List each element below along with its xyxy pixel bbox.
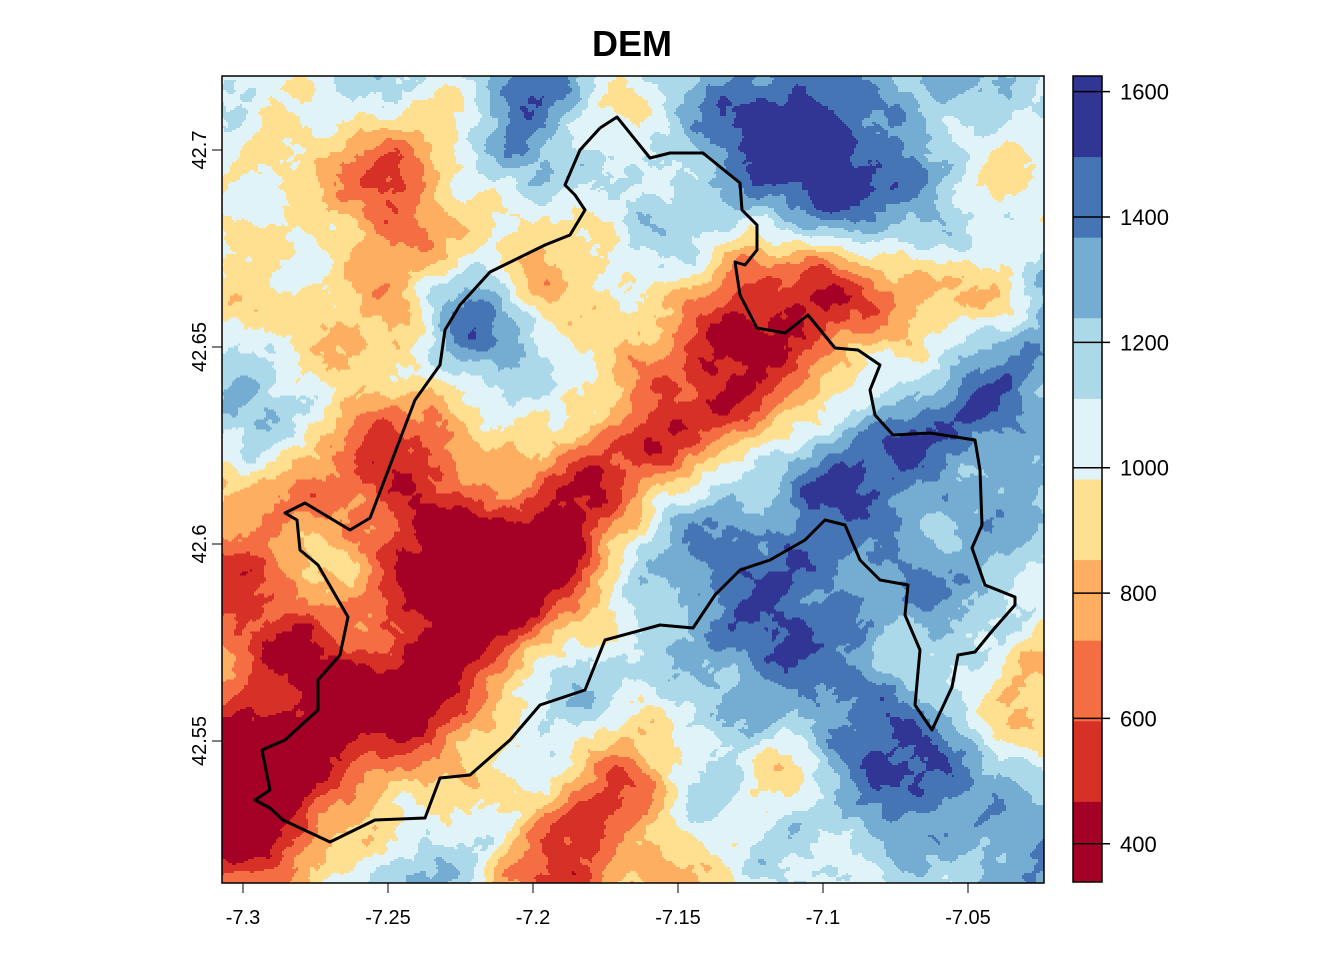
legend-tick-label: 1400 <box>1120 205 1169 230</box>
x-tick-label: -7.05 <box>945 907 991 929</box>
legend-swatch <box>1073 720 1102 802</box>
legend-swatch <box>1073 640 1102 722</box>
x-tick-label: -7.1 <box>806 907 840 929</box>
legend-swatch <box>1073 398 1102 480</box>
y-tick-label: 42.6 <box>189 525 211 564</box>
x-tick-label: -7.15 <box>655 907 701 929</box>
legend-swatch <box>1073 559 1102 641</box>
legend-tick-label: 400 <box>1120 832 1157 857</box>
x-tick-label: -7.2 <box>516 907 550 929</box>
legend-tick-label: 800 <box>1120 581 1157 606</box>
y-tick-label: 42.65 <box>189 322 211 372</box>
map-title: DEM <box>592 23 672 64</box>
dem-raster <box>222 76 1044 883</box>
x-axis: -7.3 -7.25 -7.2 -7.15 -7.1 -7.05 <box>226 883 991 929</box>
y-axis: 42.55 42.6 42.65 42.7 <box>189 131 222 766</box>
legend-tick-label: 1200 <box>1120 330 1169 355</box>
legend-swatch <box>1073 801 1102 883</box>
y-tick-label: 42.55 <box>189 716 211 766</box>
legend-swatch <box>1073 317 1102 399</box>
legend-tick-label: 1600 <box>1120 80 1169 105</box>
x-tick-label: -7.3 <box>226 907 260 929</box>
x-tick-label: -7.25 <box>365 907 411 929</box>
legend-swatch <box>1073 479 1102 561</box>
catchment-outline <box>253 115 1017 844</box>
map-frame <box>221 75 1045 884</box>
legend-tick-label: 1000 <box>1120 456 1169 481</box>
legend-swatch <box>1073 156 1102 238</box>
legend-swatch <box>1073 237 1102 319</box>
color-legend: 400 600 800 1000 1200 1400 1600 <box>1072 75 1169 883</box>
legend-swatch <box>1073 76 1102 158</box>
legend-tick-label: 600 <box>1120 706 1157 731</box>
y-tick-label: 42.7 <box>189 131 211 170</box>
legend-frame <box>1072 75 1103 883</box>
